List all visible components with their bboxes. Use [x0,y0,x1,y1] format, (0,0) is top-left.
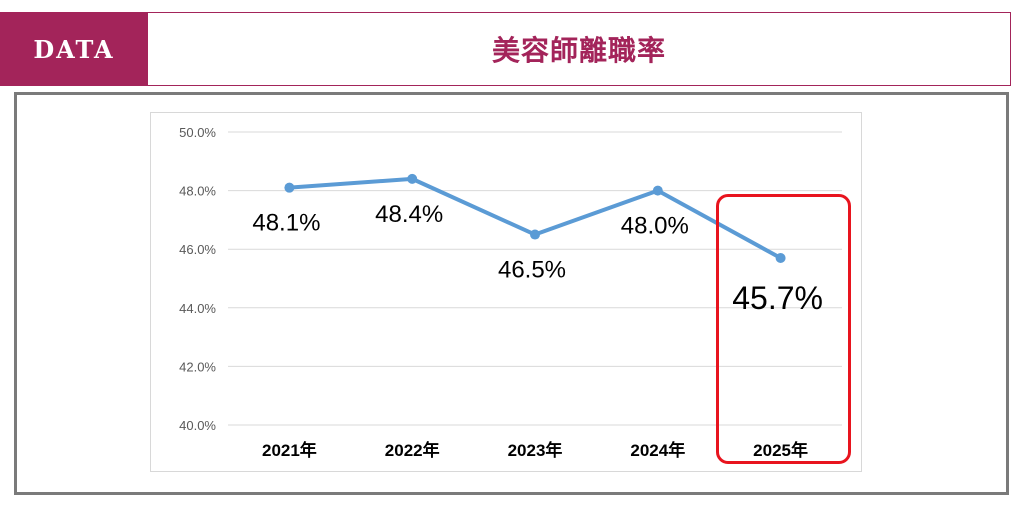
chart-frame [150,112,862,472]
data-label: 46.5% [498,257,566,284]
y-tick-label: 40.0% [179,418,216,433]
data-badge: DATA [0,12,148,86]
x-tick-label: 2022年 [385,440,440,460]
data-point [775,252,786,263]
x-tick-label: 2024年 [630,440,685,460]
y-tick-label: 46.0% [179,242,216,257]
page-title: 美容師離職率 [491,34,666,67]
title-box: 美容師離職率 [148,12,1011,86]
y-tick-label: 42.0% [179,359,216,374]
y-tick-label: 48.0% [179,184,216,199]
data-badge-label: DATA [33,34,115,64]
highlight-box-2025 [716,194,851,464]
data-label: 48.0% [621,213,689,240]
x-tick-label: 2021年 [262,440,317,460]
data-point [652,185,663,196]
y-tick-label: 44.0% [179,301,216,316]
y-tick-label: 50.0% [179,125,216,140]
data-label: 48.4% [375,201,443,228]
x-tick-label: 2023年 [508,440,563,460]
data-label: 48.1% [252,210,320,237]
x-tick-label: 2025年 [753,440,808,460]
data-point [407,173,418,184]
data-point [530,229,540,240]
header: DATA 美容師離職率 [0,12,1012,86]
data-point [284,182,295,193]
data-label: 45.7% [732,280,823,316]
